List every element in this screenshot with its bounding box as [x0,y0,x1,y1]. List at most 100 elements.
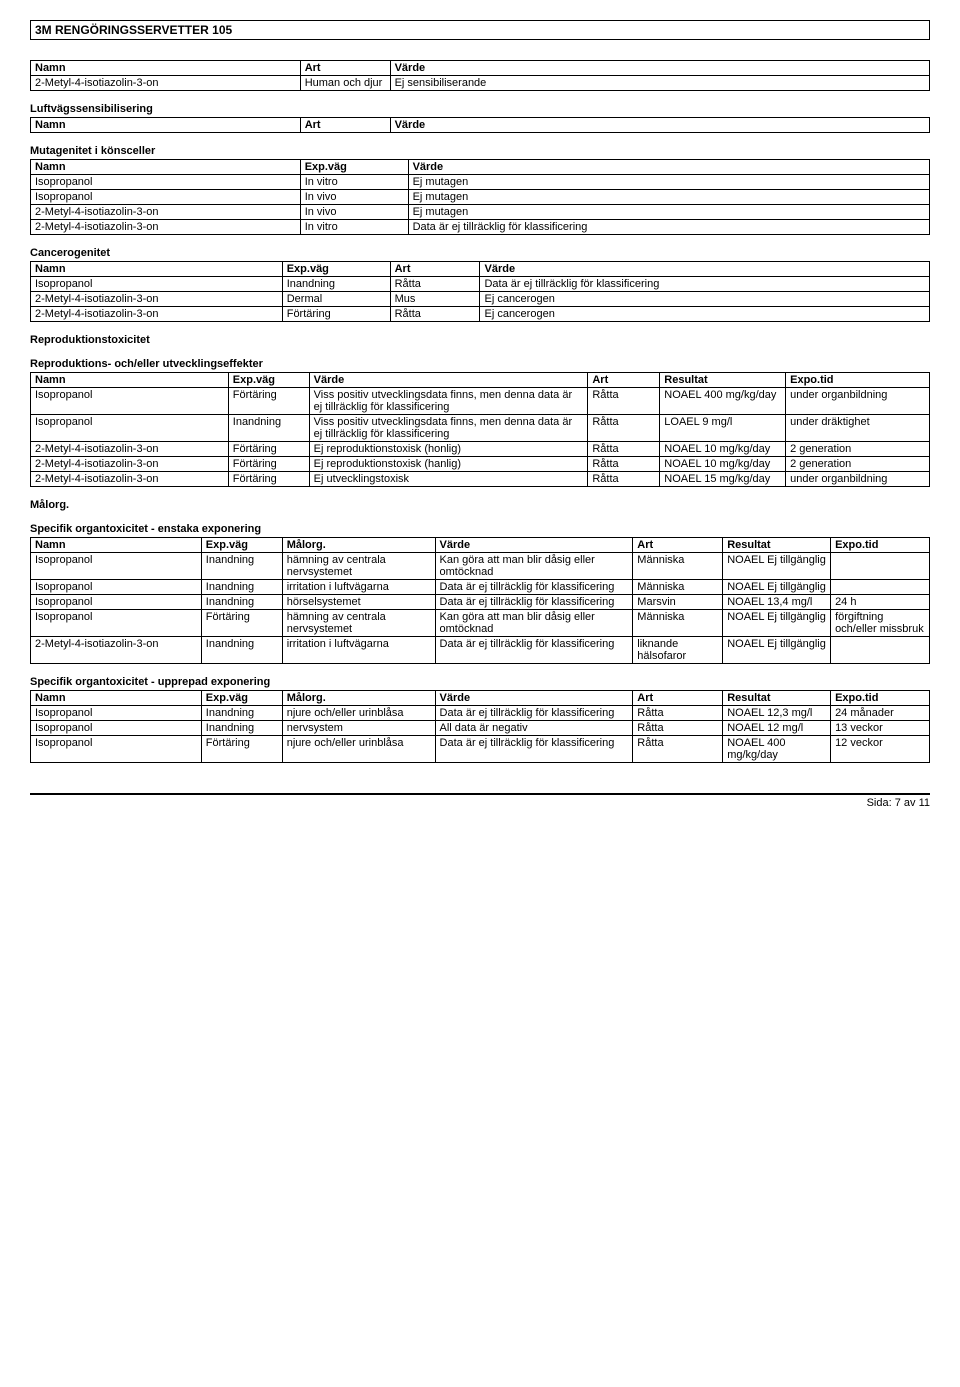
table-cell: Ej cancerogen [480,292,930,307]
table-cell: 24 månader [831,706,930,721]
table-row: IsopropanolInandningViss positiv utveckl… [31,415,930,442]
table-enstaka: NamnExp.vägMålorg.VärdeArtResultatExpo.t… [30,537,930,664]
table-cell: Ej mutagen [408,205,929,220]
table-cell: Råtta [588,415,660,442]
table-cell: NOAEL 10 mg/kg/day [660,442,786,457]
column-header: Namn [31,118,301,133]
column-header: Värde [480,262,930,277]
table-cell: NOAEL Ej tillgänglig [723,610,831,637]
section-cancerogenitet: Cancerogenitet [30,247,930,259]
table-cell: NOAEL Ej tillgänglig [723,580,831,595]
table-cell: Råtta [390,307,480,322]
table-cell: Förtäring [201,736,282,763]
column-header: Värde [435,691,633,706]
column-header: Art [390,262,480,277]
table-cell: Dermal [282,292,390,307]
table-cell [831,637,930,664]
section-upprepad: Specifik organtoxicitet - upprepad expon… [30,676,930,688]
table-cell: 12 veckor [831,736,930,763]
column-header: Namn [31,691,202,706]
document-title: 3M RENGÖRINGSSERVETTER 105 [30,20,930,40]
table-row: 2-Metyl-4-isotiazolin-3-onInandningirrit… [31,637,930,664]
table-row: IsopropanolInandninghörselsystemetData ä… [31,595,930,610]
column-header: Namn [31,262,283,277]
table-cell: 2-Metyl-4-isotiazolin-3-on [31,472,229,487]
table-cell: 2 generation [786,457,930,472]
section-malorg: Målorg. [30,499,930,511]
table-cell: hämning av centrala nervsystemet [282,553,435,580]
table-cell: förgiftning och/eller missbruk [831,610,930,637]
table-row: 2-Metyl-4-isotiazolin-3-onFörtäringEj ut… [31,472,930,487]
table-cell: Råtta [633,736,723,763]
table-cell: Isopropanol [31,388,229,415]
section-reproduktion-effekter: Reproduktions- och/eller utvecklingseffe… [30,358,930,370]
table-cell: Förtäring [282,307,390,322]
table-cell: Inandning [201,553,282,580]
table-cell: Isopropanol [31,277,283,292]
table-row: IsopropanolFörtäringhämning av centrala … [31,610,930,637]
column-header: Exp.väg [201,538,282,553]
table-cell: NOAEL 12 mg/l [723,721,831,736]
table-cell: Råtta [588,472,660,487]
column-header: Värde [390,61,929,76]
table-cell: Inandning [282,277,390,292]
table-cell: Inandning [201,637,282,664]
table-cell: Råtta [633,721,723,736]
table-row: IsopropanolInandningirritation i luftväg… [31,580,930,595]
table-cancerogenitet: NamnExp.vägArtVärdeIsopropanolInandningR… [30,261,930,322]
table-cell: NOAEL 15 mg/kg/day [660,472,786,487]
table-cell: 2-Metyl-4-isotiazolin-3-on [31,205,301,220]
column-header: Art [633,691,723,706]
table-cell: NOAEL 13,4 mg/l [723,595,831,610]
table-cell: Förtäring [228,472,309,487]
table-cell: Förtäring [228,388,309,415]
table-cell: irritation i luftvägarna [282,637,435,664]
table-cell: Förtäring [228,442,309,457]
table-cell: Data är ej tillräcklig för klassificerin… [435,706,633,721]
table-cell: In vivo [300,190,408,205]
column-header: Art [300,118,390,133]
column-header: Exp.väg [201,691,282,706]
table-cell: Ej reproduktionstoxisk (hanlig) [309,457,588,472]
table-cell: njure och/eller urinblåsa [282,736,435,763]
column-header: Art [633,538,723,553]
column-header: Värde [390,118,929,133]
column-header: Art [588,373,660,388]
column-header: Exp.väg [228,373,309,388]
table-cell [831,580,930,595]
table-cell: Kan göra att man blir dåsig eller omtöck… [435,553,633,580]
column-header: Värde [435,538,633,553]
table-cell: Inandning [201,721,282,736]
table-row: 2-Metyl-4-isotiazolin-3-onDermalMusEj ca… [31,292,930,307]
table-row: IsopropanolInandningRåttaData är ej till… [31,277,930,292]
table-row: IsopropanolInandningnervsystemAll data ä… [31,721,930,736]
column-header: Namn [31,538,202,553]
table-cell: Råtta [588,442,660,457]
column-header: Expo.tid [831,691,930,706]
table-cell: All data är negativ [435,721,633,736]
table-cell: 2-Metyl-4-isotiazolin-3-on [31,307,283,322]
table-cell: NOAEL Ej tillgänglig [723,637,831,664]
table-cell: Råtta [390,277,480,292]
table-row: 2-Metyl-4-isotiazolin-3-onFörtäringEj re… [31,457,930,472]
table-cell: Data är ej tillräcklig för klassificerin… [435,637,633,664]
table-cell: NOAEL 10 mg/kg/day [660,457,786,472]
table-cell: Ej cancerogen [480,307,930,322]
table-row: IsopropanolFörtäringViss positiv utveckl… [31,388,930,415]
table-cell: Isopropanol [31,190,301,205]
table-cell: Data är ej tillräcklig för klassificerin… [435,595,633,610]
table-cell: Kan göra att man blir dåsig eller omtöck… [435,610,633,637]
table-cell: Människa [633,580,723,595]
table-cell: Data är ej tillräcklig för klassificerin… [435,580,633,595]
table-cell: Data är ej tillräcklig för klassificerin… [480,277,930,292]
table-reproduktion: NamnExp.vägVärdeArtResultatExpo.tidIsopr… [30,372,930,487]
table-cell: Isopropanol [31,553,202,580]
column-header: Värde [408,160,929,175]
table-cell: 2-Metyl-4-isotiazolin-3-on [31,292,283,307]
column-header: Resultat [723,538,831,553]
table-cell: Isopropanol [31,706,202,721]
table-cell: NOAEL 12,3 mg/l [723,706,831,721]
column-header: Expo.tid [786,373,930,388]
table-cell: 24 h [831,595,930,610]
page-footer: Sida: 7 av 11 [30,793,930,809]
